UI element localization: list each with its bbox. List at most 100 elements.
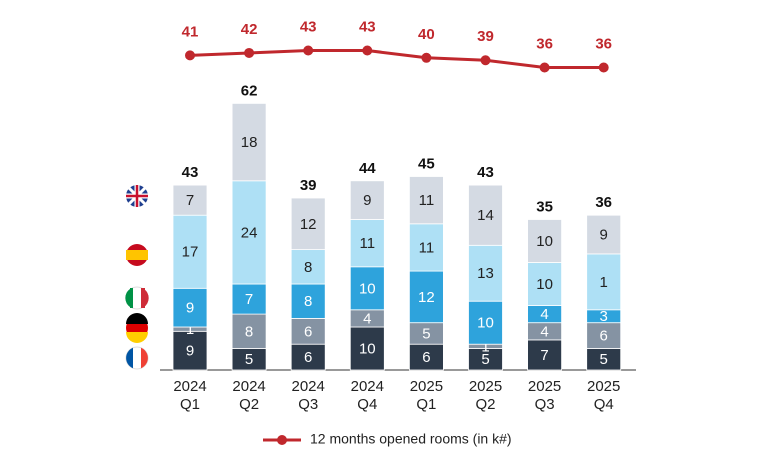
bar-segment <box>172 184 208 216</box>
segment-label: 8 <box>304 293 312 310</box>
bar-segment <box>586 253 622 311</box>
bar-segment <box>349 180 385 220</box>
legend-marker <box>277 435 287 445</box>
segment-label: 4 <box>363 310 371 327</box>
line-label: 41 <box>182 23 199 40</box>
bar-segment <box>349 266 385 311</box>
x-tick-label: 2024 <box>173 378 206 395</box>
x-tick-label: 2025 <box>469 378 502 395</box>
segment-label: 13 <box>477 265 494 282</box>
bar-total: 43 <box>182 164 199 181</box>
bar-segment <box>231 180 267 285</box>
segment-label: 9 <box>363 192 371 209</box>
x-tick-label: Q4 <box>594 396 614 413</box>
bar-total: 39 <box>300 177 317 194</box>
segment-label: 10 <box>359 280 376 297</box>
flag-germany <box>126 313 148 343</box>
segment-label: 1 <box>481 338 489 355</box>
segment-label: 10 <box>536 276 553 293</box>
flag-spain <box>126 244 148 266</box>
segment-label: 7 <box>186 192 194 209</box>
segment-label: 9 <box>600 227 608 244</box>
line-point <box>185 50 195 61</box>
segment-label: 7 <box>245 291 253 308</box>
bar-segment <box>172 287 208 328</box>
flag-uk <box>126 185 148 207</box>
segment-label: 10 <box>477 315 494 332</box>
line-point <box>303 45 314 56</box>
bar-total: 43 <box>477 164 494 181</box>
segment-label: 9 <box>186 343 194 360</box>
bar-segment <box>349 219 385 268</box>
bar-segment <box>527 219 562 263</box>
segment-label: 6 <box>600 328 608 345</box>
segment-label: 5 <box>481 351 489 368</box>
x-tick-label: Q1 <box>416 396 436 413</box>
segment-label: 12 <box>300 216 317 233</box>
x-tick-label: 2025 <box>587 378 620 395</box>
segment-label: 1 <box>600 274 608 291</box>
segment-label: 11 <box>360 235 376 252</box>
line-point <box>421 52 432 63</box>
legend: 12 months opened rooms (in k#) <box>263 431 512 447</box>
segment-label: 18 <box>241 134 258 151</box>
segment-label: 8 <box>304 259 312 276</box>
segment-label: 24 <box>241 224 258 241</box>
segment-label: 17 <box>182 244 199 261</box>
line-point <box>598 62 609 73</box>
bar-segment <box>231 313 267 349</box>
line-point <box>480 55 491 66</box>
segment-label: 10 <box>536 233 553 250</box>
bar-segment <box>408 223 444 272</box>
segment-label: 5 <box>600 351 608 368</box>
flag-italy <box>125 286 149 310</box>
segment-label: 14 <box>477 207 494 224</box>
bar-segment <box>290 343 326 371</box>
line-label: 36 <box>536 35 553 52</box>
segment-label: 3 <box>600 308 608 325</box>
line <box>189 49 604 70</box>
x-tick-label: Q1 <box>180 396 200 413</box>
bar-segment <box>290 249 326 285</box>
bar-segment <box>290 197 326 250</box>
line-label: 39 <box>477 28 494 45</box>
x-tick-label: Q2 <box>239 396 259 413</box>
flags <box>125 185 149 370</box>
x-tick-label: 2024 <box>292 378 325 395</box>
segment-label: 4 <box>540 306 548 323</box>
segment-label: 6 <box>422 349 430 366</box>
line-point <box>362 45 373 56</box>
bar-total: 36 <box>595 194 612 211</box>
bar-segment <box>349 326 385 371</box>
bar-total: 62 <box>241 82 258 99</box>
line-label: 36 <box>595 35 612 52</box>
flag-france <box>125 346 149 370</box>
bar-segment <box>468 184 503 246</box>
bar-segment <box>468 300 503 345</box>
line-label: 43 <box>300 18 317 35</box>
line-point <box>539 62 550 73</box>
bar-segment <box>408 176 444 225</box>
x-tick-label: Q2 <box>475 396 495 413</box>
x-tick-label: 2025 <box>410 378 443 395</box>
segment-label: 10 <box>359 340 376 357</box>
bar-segment <box>586 322 622 349</box>
x-tick-label: 2025 <box>528 378 561 395</box>
segment-label: 9 <box>186 300 194 317</box>
line-point <box>244 47 255 58</box>
bar-segment <box>290 283 326 319</box>
bar-segment <box>408 343 444 371</box>
bar-segment <box>586 214 622 255</box>
segment-label: 6 <box>304 349 312 366</box>
segment-label: 8 <box>245 323 253 340</box>
x-tick-label: 2024 <box>351 378 384 395</box>
legend-label: 12 months opened rooms (in k#) <box>310 431 512 447</box>
segment-label: 5 <box>422 325 430 342</box>
bar-segment <box>231 103 267 182</box>
line-label: 43 <box>359 18 376 35</box>
bar-segment <box>231 283 267 315</box>
segment-label: 7 <box>540 347 548 364</box>
bar-segment <box>408 270 444 324</box>
segment-label: 12 <box>418 289 435 306</box>
